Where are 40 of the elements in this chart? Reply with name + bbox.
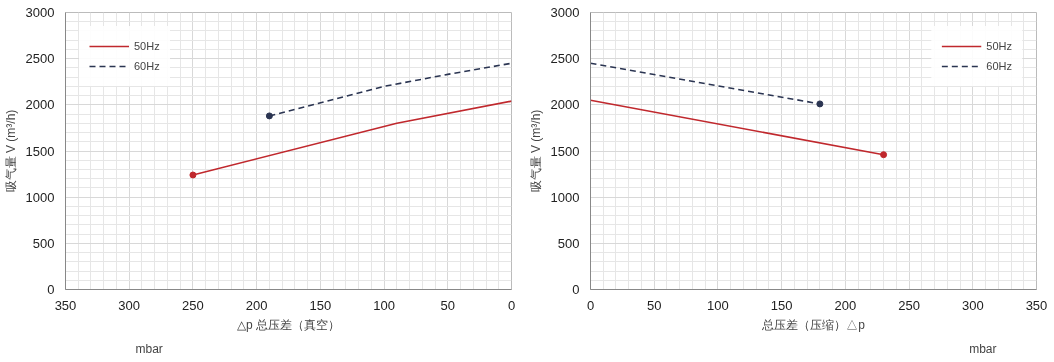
x-tick-label: 350 xyxy=(54,297,77,313)
x-axis-title: 总压差（压缩）△p xyxy=(761,317,866,332)
x-tick-label: 200 xyxy=(834,297,857,313)
x-tick-label: 50 xyxy=(646,297,662,313)
legend-label: 50Hz xyxy=(134,40,160,52)
y-axis-title: 吸气量 V (m³/h) xyxy=(3,109,18,193)
x-tick-label: 150 xyxy=(309,297,332,313)
y-tick-label: 1500 xyxy=(25,143,55,159)
x-tick-label: 250 xyxy=(898,297,920,313)
y-tick-label: 1000 xyxy=(550,189,580,205)
x-tick-label: 350 xyxy=(1025,297,1048,313)
text: mbar xyxy=(135,341,163,356)
x-tick-label: 100 xyxy=(707,297,729,313)
x-tick-label: 100 xyxy=(373,297,395,313)
x-tick-label: 250 xyxy=(182,297,204,313)
y-tick-label: 1500 xyxy=(550,143,580,159)
y-tick-label: 0 xyxy=(47,282,55,297)
text: mbar xyxy=(969,341,997,356)
x-tick-label: 150 xyxy=(770,297,793,313)
y-tick-label: 2500 xyxy=(25,51,55,67)
x-tick-label: 300 xyxy=(961,297,984,313)
x-tick-label: 0 xyxy=(507,297,516,313)
y-tick-label: 500 xyxy=(557,235,580,251)
legend-label: 60Hz xyxy=(986,60,1012,72)
x-tick-label: 300 xyxy=(118,297,141,313)
y-tick-label: 500 xyxy=(32,235,55,251)
y-tick-label: 3000 xyxy=(550,5,580,20)
y-tick-label: 1000 xyxy=(25,189,55,205)
x-tick-label: 200 xyxy=(245,297,268,313)
y-tick-label: 0 xyxy=(572,282,580,297)
x-tick-label: 0 xyxy=(586,297,595,313)
legend-label: 60Hz xyxy=(134,60,160,72)
x-tick-label: 50 xyxy=(440,297,456,313)
y-tick-label: 3000 xyxy=(25,5,55,20)
y-axis-title: 吸气量 V (m³/h) xyxy=(528,109,543,193)
y-tick-label: 2000 xyxy=(550,97,580,113)
y-tick-label: 2000 xyxy=(25,97,55,113)
legend-label: 50Hz xyxy=(986,40,1012,52)
x-axis-title: △p 总压差（真空） xyxy=(237,317,341,332)
y-tick-label: 2500 xyxy=(550,51,580,67)
